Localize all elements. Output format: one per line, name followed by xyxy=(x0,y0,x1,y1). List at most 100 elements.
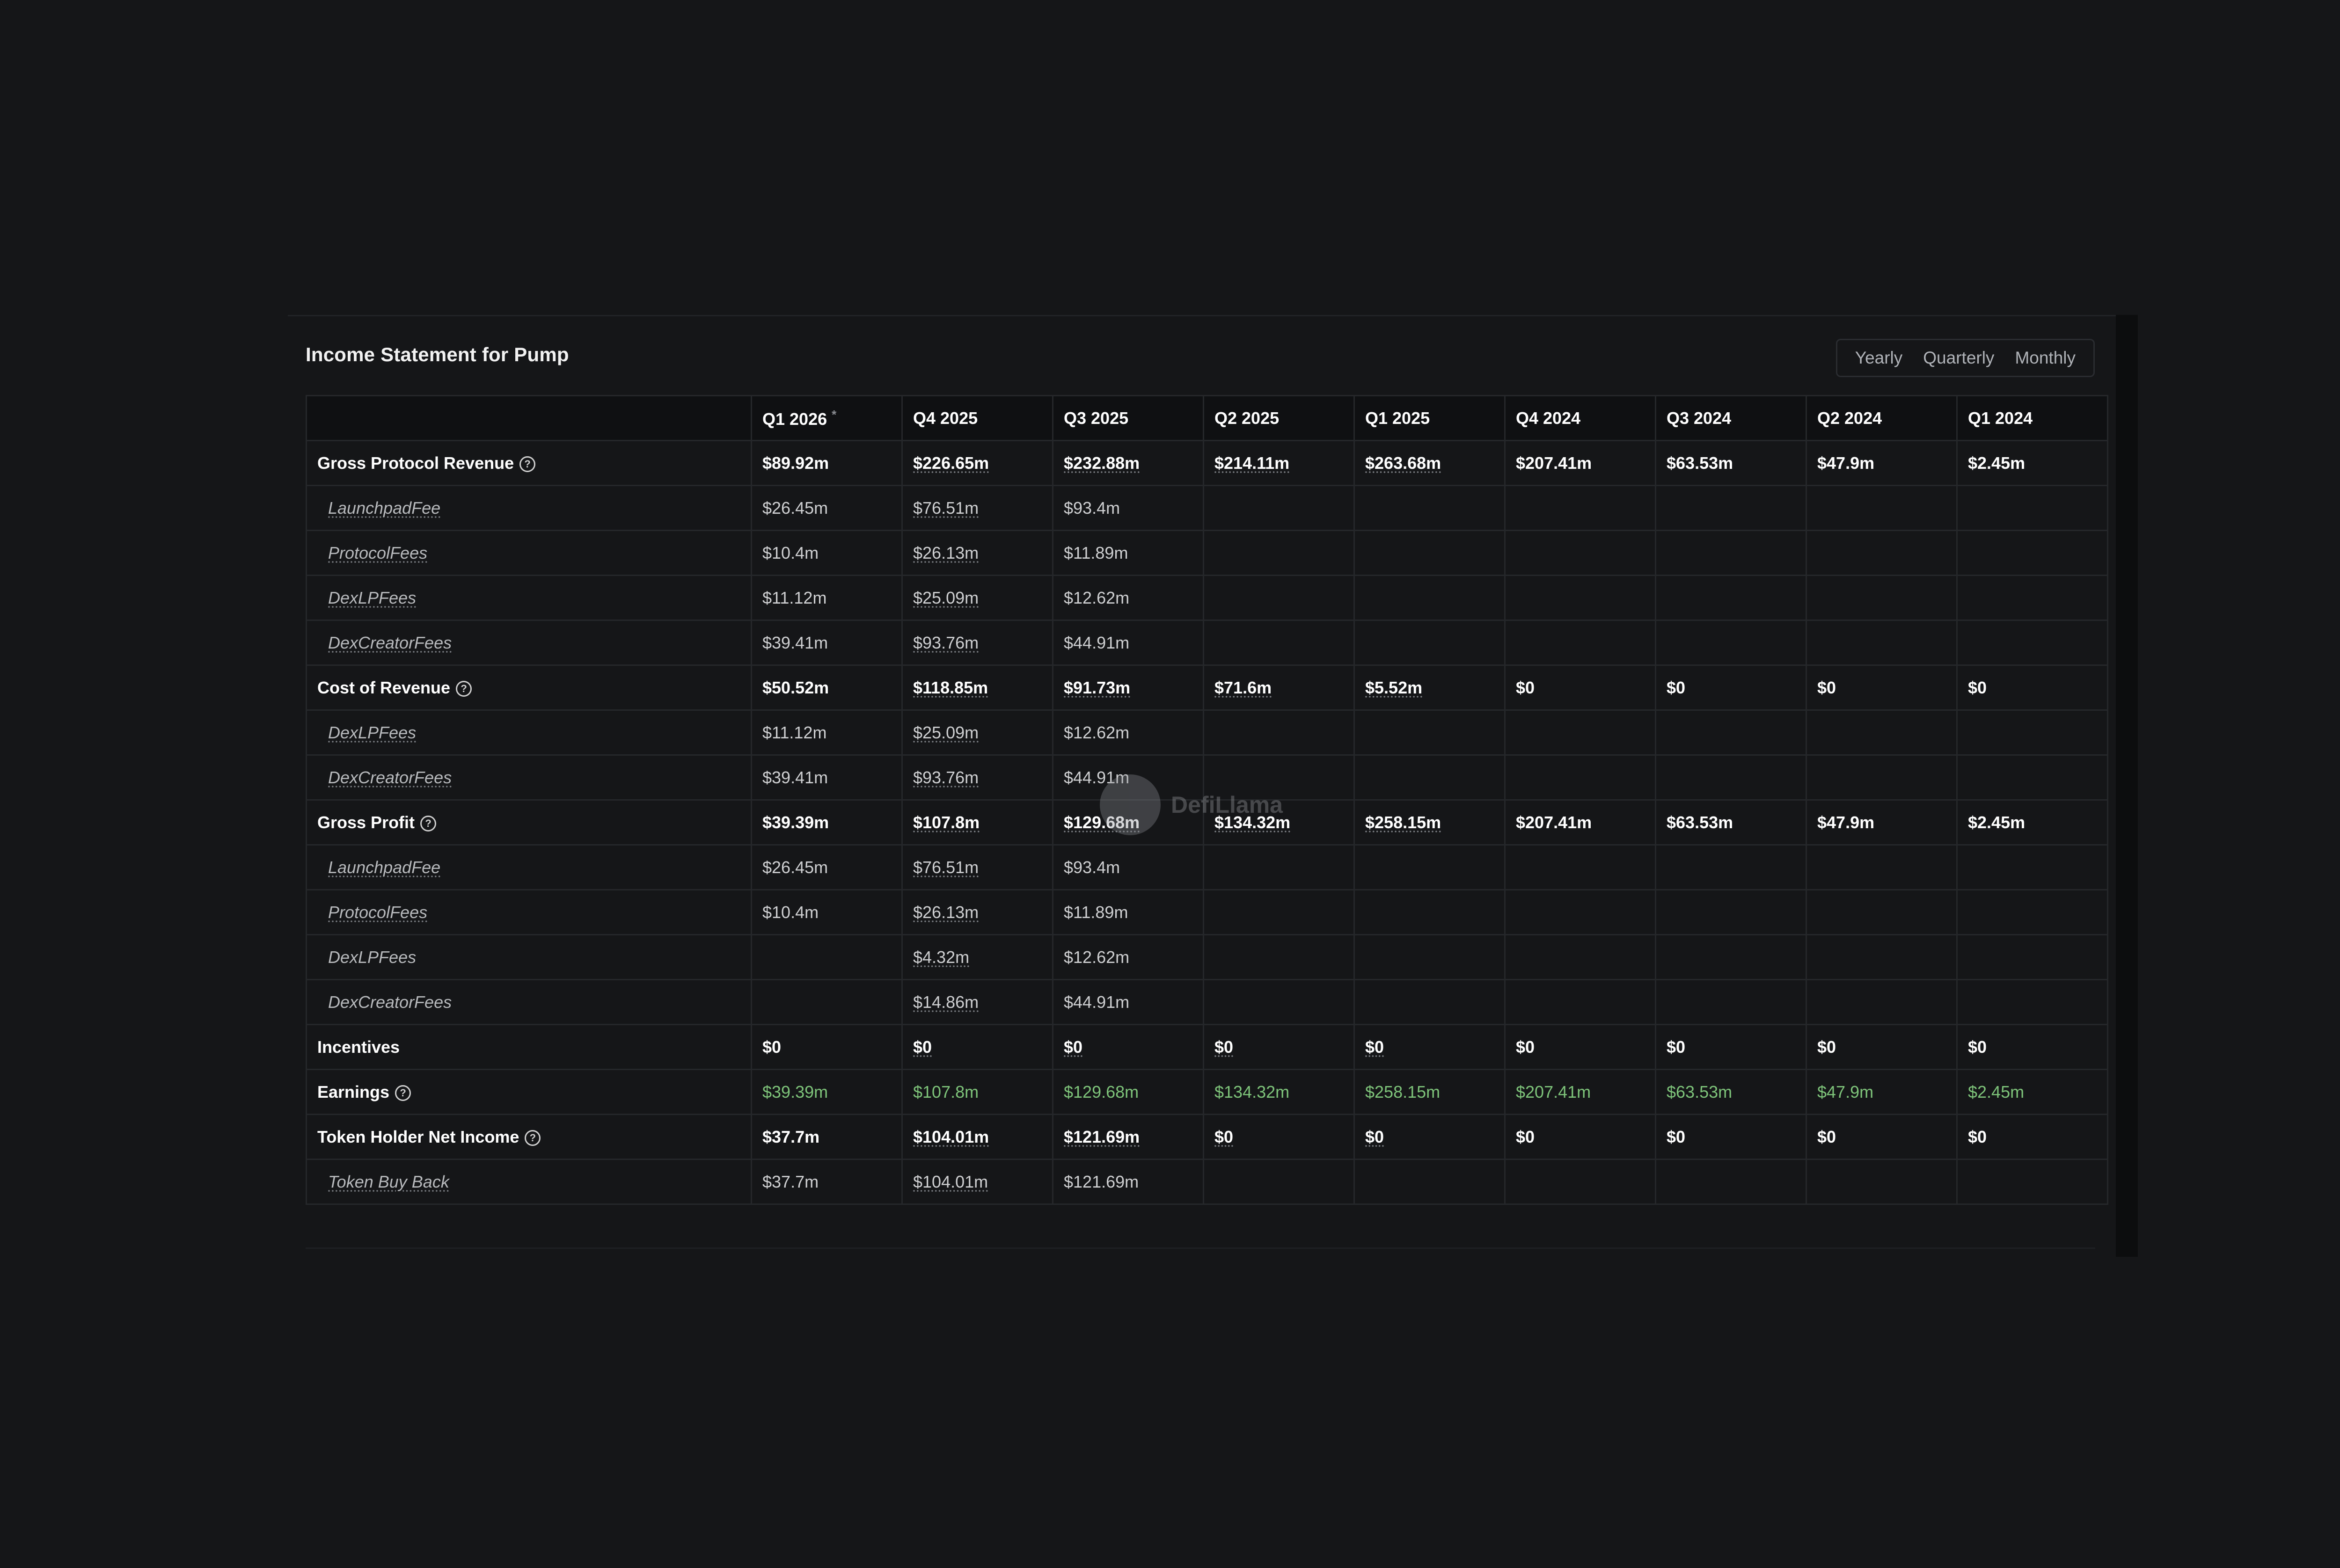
cell-value: $12.62m xyxy=(1064,588,1130,607)
table-cell: $44.91m xyxy=(1052,754,1204,801)
cell-value: $76.51m xyxy=(913,498,979,518)
table-cell xyxy=(1956,889,2108,935)
cell-value: $207.41m xyxy=(1516,1082,1591,1101)
cell-value: $226.65m xyxy=(913,453,989,473)
table-cell: $11.89m xyxy=(1052,889,1204,935)
table-cell: $226.65m xyxy=(901,440,1053,486)
cell-value: $25.09m xyxy=(913,588,979,607)
table-cell: $0 xyxy=(1956,1114,2108,1160)
table-cell: $10.4m xyxy=(751,889,903,935)
table-cell xyxy=(1203,620,1355,666)
table-cell: $0 xyxy=(1956,664,2108,711)
table-cell: $47.9m xyxy=(1806,1069,1958,1115)
table-cell: $93.76m xyxy=(901,620,1053,666)
cell-value: $37.7m xyxy=(762,1127,820,1146)
cell-value: $50.52m xyxy=(762,678,829,697)
row-label[interactable]: ProtocolFees xyxy=(328,902,428,922)
row-label[interactable]: LaunchpadFee xyxy=(328,857,441,877)
toggle-yearly[interactable]: Yearly xyxy=(1855,348,1903,367)
row-label: Earnings xyxy=(317,1082,390,1101)
cell-value: $0 xyxy=(1516,1037,1535,1057)
cell-value: $26.45m xyxy=(762,498,828,518)
table-cell xyxy=(751,934,903,980)
table-cell: $76.51m xyxy=(901,485,1053,531)
cell-value: $2.45m xyxy=(1968,812,2026,832)
help-icon[interactable]: ? xyxy=(519,456,536,472)
column-header-label: Q1 2024 xyxy=(1968,408,2033,428)
help-icon[interactable]: ? xyxy=(525,1130,541,1146)
cell-value: $12.62m xyxy=(1064,722,1130,742)
row-label-cell: Cost of Revenue? xyxy=(306,664,752,711)
table-row: LaunchpadFee $26.45m $76.51m $93.4m xyxy=(306,485,2108,531)
cell-value: $39.41m xyxy=(762,633,828,652)
table-row: Gross Profit? $39.39m $107.8m $129.68m $134.… xyxy=(306,799,2108,846)
cell-value: $0 xyxy=(1667,1037,1686,1057)
cell-value: $11.89m xyxy=(1064,543,1128,562)
row-label-cell: Gross Profit? xyxy=(306,799,752,846)
table-cell: $0 xyxy=(1504,1114,1656,1160)
watermark: DefiLlama xyxy=(1100,774,1283,835)
row-label-cell: DexCreatorFees xyxy=(306,979,752,1025)
cell-value: $207.41m xyxy=(1516,812,1592,832)
table-cell: $0 xyxy=(1353,1114,1506,1160)
table-cell xyxy=(1203,1159,1355,1205)
cell-value: $104.01m xyxy=(913,1127,989,1146)
table-body: Gross Protocol Revenue? $89.92m $226.65m $2… xyxy=(306,440,2108,1205)
table-cell xyxy=(1806,889,1958,935)
table-row: DexLPFees $4.32m $12.62m xyxy=(306,934,2108,980)
row-label-cell: ProtocolFees xyxy=(306,889,752,935)
row-label[interactable]: DexCreatorFees xyxy=(328,633,452,652)
table-cell xyxy=(1956,1159,2108,1205)
cell-value: $134.32m xyxy=(1214,812,1291,832)
row-label[interactable]: DexCreatorFees xyxy=(328,767,452,787)
table-cell: $0 xyxy=(901,1024,1053,1070)
cell-value: $104.01m xyxy=(913,1172,988,1191)
table-cell xyxy=(1655,485,1807,531)
table-cell: $93.4m xyxy=(1052,485,1204,531)
period-toggle: Yearly Quarterly Monthly xyxy=(1835,339,2095,377)
table-row: DexCreatorFees $14.86m $44.91m xyxy=(306,979,2108,1025)
help-icon[interactable]: ? xyxy=(456,680,472,697)
row-label[interactable]: Token Buy Back xyxy=(328,1172,449,1191)
cell-value: $121.69m xyxy=(1064,1127,1140,1146)
table-cell xyxy=(1655,1159,1807,1205)
table-cell xyxy=(1353,754,1506,801)
row-label-cell: Token Buy Back xyxy=(306,1159,752,1205)
table-cell: $39.39m xyxy=(751,1069,903,1115)
table-row: DexLPFees $11.12m $25.09m $12.62m xyxy=(306,575,2108,621)
table-cell xyxy=(1203,754,1355,801)
table-cell: $47.9m xyxy=(1806,440,1958,486)
cell-value: $4.32m xyxy=(913,947,970,967)
table-cell: $11.12m xyxy=(751,709,903,756)
toggle-quarterly[interactable]: Quarterly xyxy=(1923,348,1995,367)
table-cell: $129.68m xyxy=(1052,799,1204,846)
table-cell: $0 xyxy=(1504,664,1656,711)
row-label[interactable]: DexCreatorFees xyxy=(328,992,452,1012)
cell-value: $93.4m xyxy=(1064,857,1120,877)
row-label[interactable]: ProtocolFees xyxy=(328,543,428,562)
table-cell: $258.15m xyxy=(1353,1069,1506,1115)
column-header-label: Q2 2024 xyxy=(1817,408,1882,428)
table-cell: $0 xyxy=(1504,1024,1656,1070)
toggle-monthly[interactable]: Monthly xyxy=(2015,348,2076,367)
table-row: Gross Protocol Revenue? $89.92m $226.65m $2… xyxy=(306,440,2108,486)
row-label-cell: Incentives xyxy=(306,1024,752,1070)
table-cell xyxy=(1956,844,2108,890)
table-row: Token Buy Back $37.7m $104.01m $121.69m xyxy=(306,1159,2108,1205)
cell-value: $10.4m xyxy=(762,902,819,922)
help-icon[interactable]: ? xyxy=(420,815,437,831)
table-cell xyxy=(1806,979,1958,1025)
column-header: Q4 2024 xyxy=(1504,395,1656,441)
column-header: Q4 2025 xyxy=(901,395,1053,441)
table-cell xyxy=(1203,485,1355,531)
table-cell xyxy=(1956,709,2108,756)
row-label[interactable]: LaunchpadFee xyxy=(328,498,441,518)
header-label-cell xyxy=(306,395,752,441)
cell-value: $0 xyxy=(1667,678,1686,697)
cell-value: $207.41m xyxy=(1516,453,1592,473)
table-cell: $258.15m xyxy=(1353,799,1506,846)
cell-value: $214.11m xyxy=(1214,453,1290,473)
table-cell: $207.41m xyxy=(1504,1069,1656,1115)
table-cell: $263.68m xyxy=(1353,440,1506,486)
help-icon[interactable]: ? xyxy=(395,1085,411,1101)
